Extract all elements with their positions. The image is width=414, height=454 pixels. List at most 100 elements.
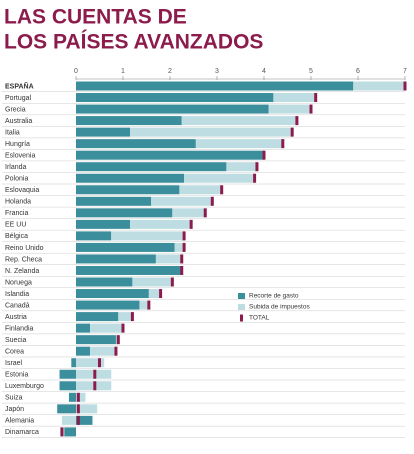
bar-segment	[130, 219, 192, 229]
y-tick-label: Islandia	[5, 291, 29, 298]
total-marker	[314, 93, 318, 103]
bar-segment	[90, 346, 116, 356]
bar-segment	[76, 185, 180, 195]
bar-segment	[195, 139, 283, 149]
total-marker	[262, 150, 266, 160]
bar-segment	[76, 231, 112, 241]
y-tick-label: Noruega	[5, 279, 32, 286]
bar-segment	[76, 162, 227, 172]
total-marker	[60, 427, 64, 437]
bar-segment	[76, 415, 93, 425]
total-marker	[114, 346, 118, 356]
y-tick-label: Israel	[5, 360, 23, 367]
bar-segment	[151, 196, 213, 206]
bar-segment	[76, 312, 119, 322]
bar-segment	[181, 116, 297, 126]
bar-segment	[76, 127, 131, 137]
y-tick-label: ESPAÑA	[5, 81, 34, 90]
bar-segment	[76, 358, 105, 368]
bar-segment	[90, 323, 123, 333]
total-marker	[255, 162, 259, 172]
y-tick-label: Australia	[5, 118, 32, 125]
bar-segment	[68, 392, 76, 402]
bar-segment	[76, 219, 131, 229]
bar-segment	[273, 93, 316, 103]
y-tick-label: Suecia	[5, 337, 27, 344]
bar-segment	[268, 104, 311, 114]
bar-segment	[172, 208, 206, 218]
bar-segment	[76, 116, 182, 126]
bar-segment	[76, 404, 98, 414]
bar-segment	[59, 369, 76, 379]
y-tick-label: Rep. Checa	[5, 256, 42, 263]
bar-segment	[76, 208, 173, 218]
total-marker	[76, 392, 80, 402]
bar-segment	[76, 93, 274, 103]
bar-segment	[76, 277, 133, 287]
bar-segment	[71, 358, 76, 368]
x-tick-label: 4	[262, 68, 266, 75]
bar-segment	[76, 346, 91, 356]
y-tick-label: Suiza	[5, 395, 23, 402]
y-tick-label: Francia	[5, 210, 28, 217]
x-tick-label: 2	[168, 68, 172, 75]
total-marker	[403, 81, 407, 91]
y-tick-label: Bélgica	[5, 233, 28, 240]
total-marker	[281, 139, 285, 149]
bar-segment	[59, 381, 76, 391]
y-tick-label: Corea	[5, 349, 24, 356]
bar-segment	[76, 196, 152, 206]
y-tick-label: Polonia	[5, 176, 28, 183]
bar-segment	[226, 162, 257, 172]
bar-segment	[76, 289, 149, 299]
legend-swatch	[238, 293, 245, 299]
y-tick-label: Holanda	[5, 199, 31, 206]
total-marker	[180, 254, 184, 264]
bar-segment	[132, 277, 173, 287]
bar-segment	[76, 242, 175, 252]
bar-segment	[184, 173, 255, 183]
bar-segment	[76, 81, 354, 91]
total-marker	[170, 277, 174, 287]
y-tick-label: Portugal	[5, 95, 32, 102]
total-marker	[121, 323, 125, 333]
bar-segment	[130, 127, 293, 137]
total-marker	[189, 219, 193, 229]
bar-segment	[64, 427, 76, 437]
bar-segment	[118, 312, 133, 322]
total-marker	[182, 242, 186, 252]
total-marker	[210, 196, 214, 206]
y-tick-label: Eslovenia	[5, 153, 35, 160]
total-marker	[182, 231, 186, 241]
legend-label: Subida de impuestos	[249, 304, 310, 311]
legend-swatch	[238, 304, 245, 310]
total-marker	[203, 208, 207, 218]
bar-segment	[353, 81, 405, 91]
total-marker	[147, 300, 151, 310]
bar-segment	[76, 150, 264, 160]
y-tick-label: Japón	[5, 406, 24, 413]
x-tick-label: 7	[403, 68, 407, 75]
y-tick-label: Luxemburgo	[5, 383, 44, 390]
y-tick-label: EE UU	[5, 222, 26, 229]
total-marker	[116, 335, 120, 345]
chart-title: LOS PAÍSES AVANZADOS	[4, 31, 263, 54]
y-tick-label: Austria	[5, 314, 27, 321]
bar-segment	[179, 185, 222, 195]
total-marker	[253, 173, 257, 183]
bar-segment	[76, 254, 156, 264]
x-tick-label: 1	[121, 68, 125, 75]
bar-segment	[174, 242, 185, 252]
legend-label: TOTAL	[249, 315, 270, 322]
x-tick-label: 0	[74, 68, 78, 75]
total-marker	[93, 381, 97, 391]
y-tick-label: Hungría	[5, 141, 30, 148]
bar-segment	[139, 300, 149, 310]
y-tick-label: Grecia	[5, 106, 26, 113]
total-marker	[98, 358, 101, 368]
bar-segment	[155, 254, 182, 264]
total-marker	[76, 404, 80, 414]
bar-segment	[111, 231, 185, 241]
bar-segment	[57, 404, 76, 414]
